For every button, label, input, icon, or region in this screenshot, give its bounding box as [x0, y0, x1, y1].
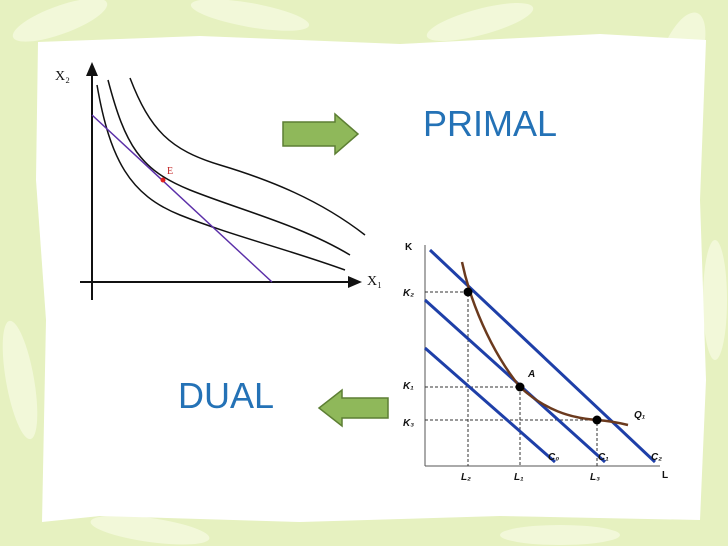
point-label: E [167, 166, 173, 177]
dual-diagram: K L K₂ K₁ K₃ L₂ L₁ L₃ C₀ C₁ C₂ Q₁ A [403, 242, 668, 483]
point-label: A [527, 369, 535, 380]
l-label: L₁ [514, 472, 524, 483]
l-label: L₂ [461, 472, 471, 483]
axis-arrow [348, 276, 362, 288]
isoquant [460, 261, 629, 427]
indifference-curve [107, 79, 351, 256]
k-label: K₂ [403, 288, 414, 299]
right-arrow [282, 112, 360, 156]
point [463, 287, 473, 297]
x-axis-label: L [662, 470, 668, 481]
y-axis-label: K [405, 242, 413, 253]
indifference-curve [129, 77, 366, 236]
cost-line [424, 346, 556, 464]
cost-label: C₁ [598, 452, 609, 463]
axis-arrow [86, 62, 98, 76]
cost-label: C₂ [651, 452, 662, 463]
point [592, 415, 602, 425]
indifference-curve [96, 84, 346, 271]
l-label: L₃ [590, 472, 600, 483]
primal-diagram: X₂ X₁ E [55, 62, 382, 300]
budget-line [91, 114, 273, 283]
isoquant-label: Q₁ [634, 410, 646, 421]
left-arrow [317, 388, 389, 428]
k-label: K₁ [403, 381, 414, 392]
k-label: K₃ [403, 418, 414, 429]
x-axis-label: X₁ [367, 274, 382, 289]
cost-label: C₀ [548, 452, 559, 463]
dual-label: DUAL [178, 375, 274, 416]
point [515, 382, 525, 392]
y-axis-label: X₂ [55, 69, 70, 84]
point-e [160, 177, 166, 183]
primal-label: PRIMAL [423, 103, 557, 144]
